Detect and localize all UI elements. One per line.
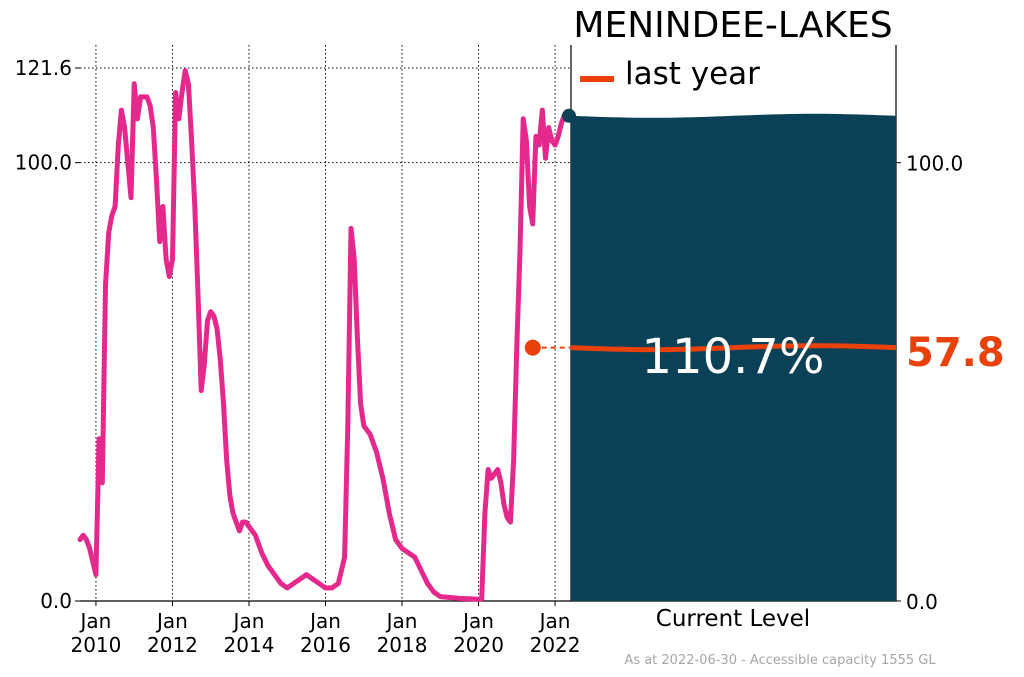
x-tick-label: 2014 [224, 633, 275, 657]
x-tick-label: 2020 [453, 633, 504, 657]
x-tick-label: Jan [79, 609, 112, 633]
x-tick-label: Jan [461, 609, 494, 633]
x-tick-label: Jan [538, 609, 571, 633]
chart-title: MENINDEE-LAKES [573, 5, 892, 46]
right-y-tick-label: 100.0 [906, 152, 963, 176]
x-tick-label: 2010 [70, 633, 121, 657]
last-year-value-label: 57.8 [906, 330, 1005, 376]
current-level-percent: 110.7% [641, 329, 824, 385]
series-line [77, 68, 574, 602]
last-year-line [570, 343, 897, 353]
series-layer [77, 68, 574, 602]
y-tick-label: 100.0 [15, 151, 72, 175]
x-tick-label: Jan [155, 609, 188, 633]
x-tick-label: Jan [385, 609, 418, 633]
current-level-marker [562, 108, 576, 123]
x-tick-label: Jan [232, 609, 265, 633]
tick-labels: Jan2010Jan2012Jan2014Jan2016Jan2018Jan20… [15, 56, 964, 657]
x-tick-label: 2012 [147, 633, 198, 657]
x-tick-label: 2018 [377, 633, 428, 657]
current-level-fill [571, 113, 896, 602]
last-year-marker [524, 339, 541, 356]
footnote: As at 2022-06-30 - Accessible capacity 1… [624, 653, 936, 668]
y-tick-label: 0.0 [40, 589, 72, 613]
right-y-tick-label: 0.0 [906, 590, 938, 614]
y-tick-label: 121.6 [15, 56, 72, 80]
current-level-panel [524, 108, 897, 602]
current-level-label: Current Level [656, 606, 810, 632]
x-tick-label: 2022 [530, 633, 581, 657]
x-tick-label: Jan [308, 609, 341, 633]
x-tick-label: 2016 [300, 633, 351, 657]
legend-label: last year [625, 56, 760, 92]
